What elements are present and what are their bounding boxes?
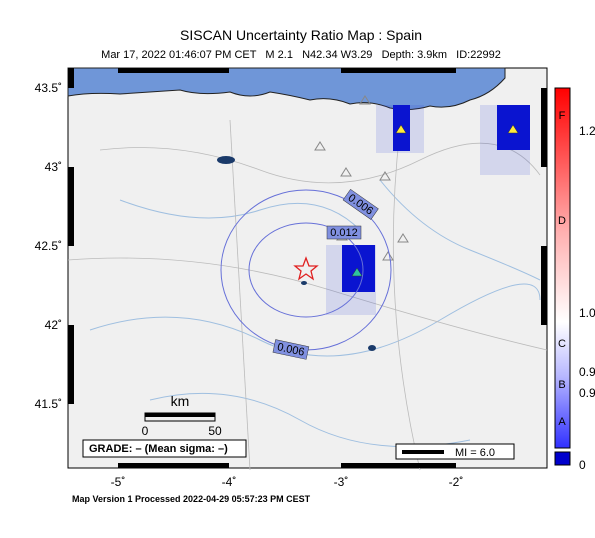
lon-label: -3˚ — [334, 475, 349, 489]
contour-label: 0.012 — [330, 227, 358, 239]
lat-label: 42˚ — [45, 318, 62, 332]
colorbar-value: 1.0 — [579, 306, 595, 320]
lat-label: 42.5˚ — [35, 239, 62, 253]
grade: GRADE: – (Mean sigma: –) — [89, 443, 228, 455]
colorbar-value: 0.9 — [579, 365, 595, 379]
grade-label: D — [558, 215, 566, 227]
scale-title: km — [171, 393, 190, 409]
colorbar-value: 1.2 — [579, 124, 595, 138]
grade-label: C — [558, 338, 566, 350]
scale-start: 0 — [142, 424, 149, 438]
grade-label: F — [559, 110, 566, 122]
colorbar-value: 0.9 — [579, 386, 595, 400]
colorbar-value: 0 — [579, 458, 586, 472]
map-frame: 0.006 0.012 0.006 — [67, 67, 548, 471]
scale-end: 50 — [208, 424, 222, 438]
colorbar: F D C B A 1.2 1.0 0.9 0.9 0 — [554, 87, 595, 472]
grade-label: B — [558, 379, 565, 391]
footer: Map Version 1 Processed 2022-04-29 05:57… — [72, 494, 311, 504]
lon-label: -4˚ — [222, 475, 237, 489]
lat-label: 43.5˚ — [35, 81, 62, 95]
mi-box — [395, 443, 515, 460]
lon-label: -2˚ — [449, 475, 464, 489]
title: SISCAN Uncertainty Ratio Map : Spain — [180, 27, 422, 43]
lon-label: -5˚ — [111, 475, 126, 489]
lat-label: 43˚ — [45, 160, 62, 174]
contour-label: 0.006 — [276, 341, 305, 358]
lat-labels: 43.5˚ 43˚ 42.5˚ 42˚ 41.5˚ — [35, 81, 62, 411]
scale-bar: km 0 50 — [142, 393, 222, 438]
mi-line — [402, 450, 444, 454]
mi: MI = 6.0 — [455, 447, 495, 459]
lat-label: 41.5˚ — [35, 397, 62, 411]
lon-labels: -5˚ -4˚ -3˚ -2˚ — [111, 475, 464, 489]
subtitle: Mar 17, 2022 01:46:07 PM CET M 2.1 N42.3… — [101, 49, 501, 61]
grade-label: A — [558, 416, 566, 428]
grade-box — [82, 439, 247, 458]
